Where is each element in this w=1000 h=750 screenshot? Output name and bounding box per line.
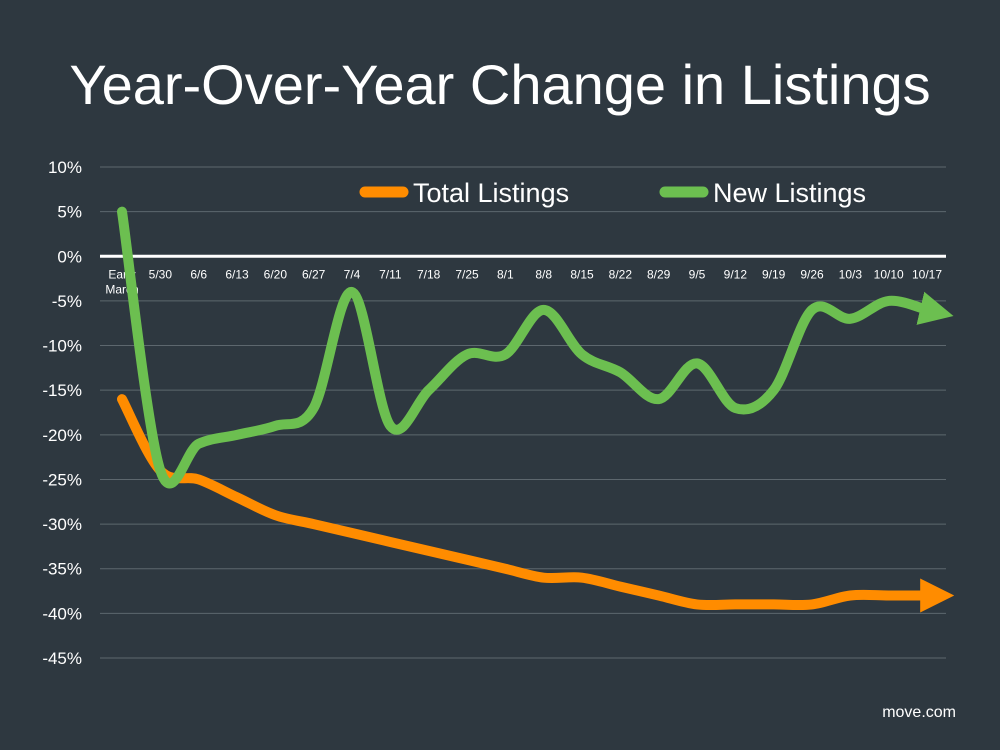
chart-title: Year-Over-Year Change in Listings: [69, 53, 931, 116]
x-tick-label: 9/19: [762, 267, 786, 281]
y-tick-label: -30%: [42, 515, 82, 534]
y-tick-label: 5%: [57, 203, 82, 222]
y-axis-ticks: 10% 5% 0% -5% -10% -15% -20% -25% -30% -35% -40% -4…: [42, 158, 82, 668]
y-tick-label: -25%: [42, 470, 82, 489]
x-tick-label: 5/30: [149, 267, 173, 281]
gridlines: [100, 166, 946, 659]
source-credit: move.com: [882, 704, 956, 721]
y-tick-label: 10%: [48, 158, 82, 177]
y-tick-label: -20%: [42, 426, 82, 445]
x-tick-label: 8/1: [497, 267, 514, 281]
series-lines: [117, 206, 955, 613]
x-tick-label: 7/25: [455, 267, 479, 281]
x-tick-label: 7/18: [417, 267, 441, 281]
x-tick-label: 6/6: [190, 267, 207, 281]
legend-label-new-listings: New Listings: [713, 178, 866, 208]
y-tick-label: -45%: [42, 649, 82, 668]
x-tick-label: 8/8: [535, 267, 552, 281]
x-tick-label: 10/3: [839, 267, 863, 281]
x-tick-label: 9/26: [800, 267, 824, 281]
x-tick-label: 9/5: [689, 267, 706, 281]
x-tick-label: 10/10: [874, 267, 904, 281]
x-tick-label: 6/20: [264, 267, 288, 281]
x-tick-label: 6/13: [225, 267, 249, 281]
y-tick-label: -15%: [42, 381, 82, 400]
x-tick-label: 7/4: [344, 267, 361, 281]
y-tick-label: -10%: [42, 337, 82, 356]
x-tick-label: 9/12: [724, 267, 748, 281]
x-tick-label: 8/29: [647, 267, 671, 281]
y-tick-label: 0%: [57, 247, 82, 266]
y-tick-label: -40%: [42, 604, 82, 623]
x-tick-label: 7/11: [379, 267, 402, 281]
y-tick-label: -5%: [52, 292, 82, 311]
x-tick-label: 8/15: [570, 267, 594, 281]
y-tick-label: -35%: [42, 560, 82, 579]
x-tick-label: 8/22: [609, 267, 633, 281]
x-tick-label: 10/17: [912, 267, 942, 281]
series-line-total-listings: [117, 394, 955, 613]
series-line-new-listings: [117, 206, 954, 489]
legend: Total Listings New Listings: [359, 178, 866, 208]
legend-label-total-listings: Total Listings: [413, 178, 569, 208]
x-tick-label: 6/27: [302, 267, 326, 281]
